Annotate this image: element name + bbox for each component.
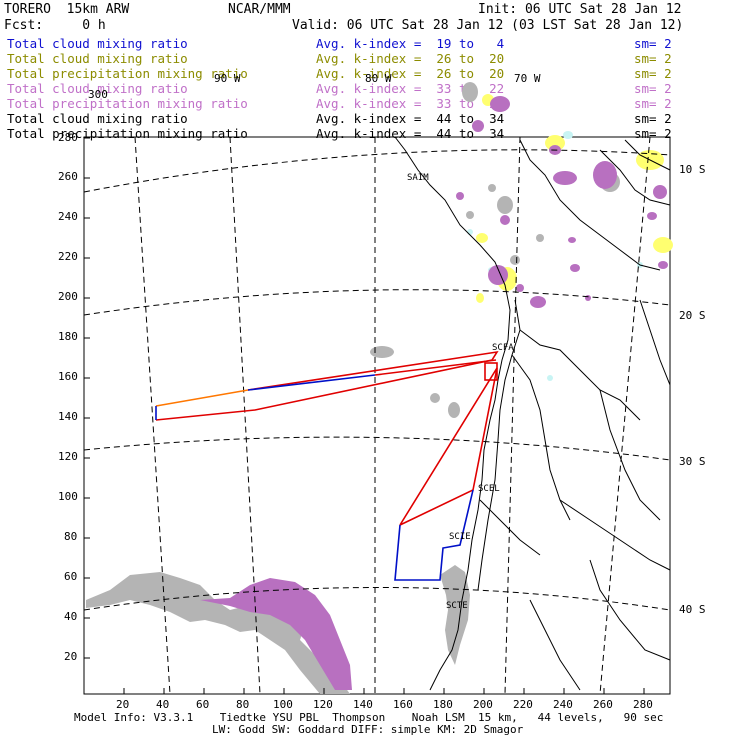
y-tick-label: 80 — [64, 530, 78, 543]
y-tick-label: 200 — [58, 290, 78, 303]
lat-lon-grid — [83, 136, 671, 695]
legend-field-4: Total cloud mixing ratio — [7, 81, 188, 96]
purple-cloud-areas — [200, 96, 668, 690]
legend-sm-3: sm= 2 — [634, 66, 672, 81]
target-box — [484, 362, 498, 381]
coastlines — [394, 136, 671, 691]
y-top-label: 300 — [88, 88, 108, 101]
lat-label: 20 S — [679, 309, 706, 322]
legend-field-1: Total cloud mixing ratio — [7, 36, 188, 51]
y-tick-label: 120 — [58, 450, 78, 463]
legend-field-3: Total precipitation mixing ratio — [7, 66, 248, 81]
legend-kindex-3: Avg. k-index = 26 to 20 — [316, 66, 505, 81]
legend-field-2: Total cloud mixing ratio — [7, 51, 188, 66]
model-title: TORERO 15km ARW — [4, 2, 130, 17]
legend-sm-5: sm= 2 — [634, 96, 672, 111]
y-tick-label: 180 — [58, 330, 78, 343]
station-label: SCIE — [449, 532, 471, 542]
forecast-hour: Fcst: 0 h — [4, 18, 106, 33]
x-tick-label: 100 — [273, 698, 293, 711]
legend-sm-1: sm= 2 — [634, 36, 672, 51]
model-info: Model Info: V3.3.1 Tiedtke YSU PBL Thomp… — [74, 711, 664, 724]
y-tick-label: 240 — [58, 210, 78, 223]
x-tick-label: 160 — [393, 698, 413, 711]
init-time: Init: 06 UTC Sat 28 Jan 12 — [478, 2, 682, 17]
x-tick-label: 240 — [553, 698, 573, 711]
legend-field-6: Total cloud mixing ratio — [7, 111, 188, 126]
lat-label: 30 S — [679, 455, 706, 468]
x-axis — [123, 688, 645, 694]
legend-sm-2: sm= 2 — [634, 51, 672, 66]
legend-kindex-2: Avg. k-index = 26 to 20 — [316, 51, 505, 66]
y-tick-label: 260 — [58, 170, 78, 183]
y-tick-label: 60 — [64, 570, 78, 583]
gray-cloud-areas — [86, 82, 620, 694]
legend-kindex-4: Avg. k-index = 33 to 22 — [316, 81, 505, 96]
lon-label: 90 W — [214, 72, 241, 85]
x-tick-label: 260 — [593, 698, 613, 711]
y-tick-label: 100 — [58, 490, 78, 503]
flight-track-blue-2 — [394, 489, 474, 581]
flight-track-red-2 — [374, 359, 498, 526]
x-tick-label: 40 — [156, 698, 170, 711]
y-tick-label: 140 — [58, 410, 78, 423]
y-tick-label: 220 — [58, 250, 78, 263]
x-tick-label: 180 — [433, 698, 453, 711]
x-tick-label: 120 — [313, 698, 333, 711]
lon-label: 70 W — [514, 72, 541, 85]
station-label: SCTE — [446, 601, 468, 611]
flight-track-blue-1 — [155, 374, 376, 420]
y-tick-label: 160 — [58, 370, 78, 383]
y-tick-label: 280 — [58, 131, 78, 144]
x-tick-label: 80 — [236, 698, 250, 711]
lon-label: 80 W — [365, 72, 392, 85]
x-tick-label: 200 — [473, 698, 493, 711]
station-label: SCEL — [478, 484, 500, 494]
lat-label: 10 S — [679, 163, 706, 176]
x-tick-label: 280 — [633, 698, 653, 711]
legend-sm-4: sm= 2 — [634, 81, 672, 96]
valid-time: Valid: 06 UTC Sat 28 Jan 12 (03 LST Sat … — [292, 18, 684, 33]
plot-frame — [83, 136, 671, 695]
flight-track-red — [155, 350, 499, 421]
x-tick-label: 20 — [116, 698, 130, 711]
flight-track-orange — [155, 389, 249, 407]
y-axis — [84, 137, 90, 659]
legend-sm-6: sm= 2 — [634, 111, 672, 126]
flight-tracks — [155, 350, 499, 581]
lat-label: 40 S — [679, 603, 706, 616]
station-label: SCFA — [492, 343, 514, 353]
physics-info: LW: Godd SW: Goddard DIFF: simple KM: 2D… — [212, 723, 524, 736]
x-tick-label: 60 — [196, 698, 210, 711]
x-tick-label: 220 — [513, 698, 533, 711]
y-tick-label: 40 — [64, 610, 78, 623]
x-tick-label: 140 — [353, 698, 373, 711]
legend-field-5: Total precipitation mixing ratio — [7, 96, 248, 111]
legend-kindex-6: Avg. k-index = 44 to 34 — [316, 111, 505, 126]
center-label: NCAR/MMM — [228, 2, 291, 17]
station-label: SAIM — [407, 173, 429, 183]
y-tick-label: 20 — [64, 650, 78, 663]
legend-kindex-1: Avg. k-index = 19 to 4 — [316, 36, 505, 51]
